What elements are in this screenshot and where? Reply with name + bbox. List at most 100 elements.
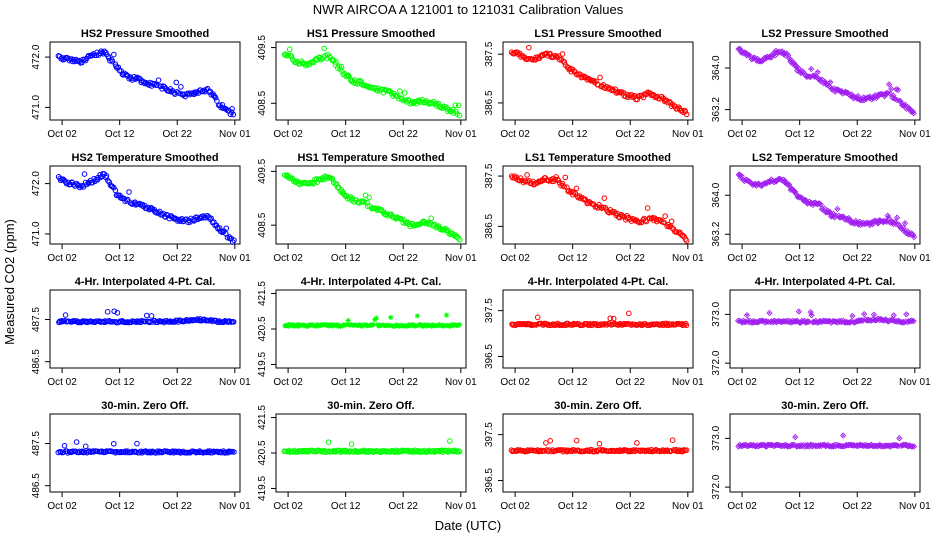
data-point xyxy=(364,203,371,209)
data-point xyxy=(565,188,571,195)
data-point xyxy=(231,449,237,455)
plot-frame xyxy=(729,41,921,121)
x-tick-label: Oct 12 xyxy=(558,377,588,388)
data-points xyxy=(508,44,690,118)
data-point xyxy=(333,59,339,65)
x-tick-label: Oct 02 xyxy=(273,501,303,512)
data-point xyxy=(416,322,422,328)
data-point xyxy=(893,214,901,221)
data-point xyxy=(109,318,116,325)
panel-r1c3: LS2 Temperature Smoothed Oct 02 Oct 12 Oct … xyxy=(711,152,931,264)
data-point xyxy=(309,179,315,186)
data-point xyxy=(178,84,184,90)
y-tick-label: 363.2 xyxy=(711,97,722,122)
y-tick-label: 486.5 xyxy=(31,349,42,374)
data-point xyxy=(361,198,367,205)
plot-frame xyxy=(49,413,241,493)
x-tick-label: Oct 12 xyxy=(785,129,815,140)
data-point xyxy=(795,64,802,72)
x-tick-label: Oct 22 xyxy=(843,129,873,140)
figure-title: NWR AIRCOA A 121001 to 121031 Calibratio… xyxy=(313,2,624,17)
x-tick-label: Oct 12 xyxy=(785,253,815,264)
y-tick-label: 419.5 xyxy=(257,352,268,377)
data-point xyxy=(559,51,566,57)
data-point xyxy=(808,312,815,319)
plot-frame xyxy=(49,289,241,369)
y-tick-label: 421.5 xyxy=(257,405,268,430)
data-point xyxy=(455,235,461,241)
data-point xyxy=(626,310,632,317)
data-point xyxy=(457,322,463,328)
data-point xyxy=(870,311,878,318)
data-point xyxy=(174,89,180,95)
x-tick-label: Oct 22 xyxy=(163,129,193,140)
data-point xyxy=(421,219,428,225)
data-point xyxy=(146,319,153,326)
y-tick-label: 409.5 xyxy=(257,35,268,60)
x-tick-label: Oct 12 xyxy=(785,501,815,512)
data-point xyxy=(348,441,355,447)
x-tick-label: Oct 02 xyxy=(47,501,77,512)
x-tick-label: Oct 02 xyxy=(727,377,757,388)
data-point xyxy=(105,177,111,184)
data-point xyxy=(348,322,354,328)
x-tick-label: Oct 22 xyxy=(389,377,419,388)
y-tick-label: 486.5 xyxy=(31,473,42,498)
data-point xyxy=(366,194,372,201)
x-tick-label: Nov 01 xyxy=(672,253,704,264)
panel-grid: HS2 Pressure Smoothed Oct 02 Oct 12 Oct 22 N… xyxy=(31,28,931,512)
data-point xyxy=(600,204,607,211)
panel-r3c0: 30-min. Zero Off. Oct 02 Oct 12 Oct 22 Nov 0… xyxy=(31,400,251,512)
data-point xyxy=(664,322,671,329)
x-tick-label: Oct 22 xyxy=(843,253,873,264)
y-tick-label: 386.5 xyxy=(484,90,495,115)
x-tick-label: Oct 22 xyxy=(389,253,419,264)
data-point xyxy=(126,189,132,195)
data-points xyxy=(735,308,917,326)
data-point xyxy=(231,237,237,243)
x-tick-label: Oct 02 xyxy=(47,129,77,140)
data-point xyxy=(173,79,180,86)
data-point xyxy=(786,181,793,188)
data-point xyxy=(534,314,541,321)
data-point xyxy=(443,323,449,329)
y-tick-label: 409.5 xyxy=(257,158,268,183)
y-axis-label: Measured CO2 (ppm) xyxy=(2,219,17,345)
data-point xyxy=(121,449,127,456)
panel-r2c2: 4-Hr. Interpolated 4-Pt. Cal. Oct 02 Oct 1… xyxy=(484,276,704,388)
data-point xyxy=(561,183,568,190)
data-point xyxy=(81,171,88,177)
data-point xyxy=(860,310,868,318)
data-point xyxy=(814,69,821,76)
x-tick-label: Oct 22 xyxy=(163,377,193,388)
panel-title: 30-min. Zero Off. xyxy=(781,400,868,412)
data-point xyxy=(212,94,219,101)
data-point xyxy=(134,440,140,447)
data-point xyxy=(885,81,893,88)
data-point xyxy=(423,323,429,329)
x-tick-label: Oct 12 xyxy=(105,129,135,140)
panel-title: LS1 Pressure Smoothed xyxy=(534,28,661,40)
data-points xyxy=(56,308,237,326)
panel-title: 30-min. Zero Off. xyxy=(327,400,414,412)
data-point xyxy=(597,74,603,81)
data-point xyxy=(165,212,171,219)
x-tick-label: Oct 02 xyxy=(500,253,530,264)
panel-r0c2: LS1 Pressure Smoothed Oct 02 Oct 12 Oct 22 N… xyxy=(484,28,704,140)
data-point xyxy=(670,321,676,327)
x-tick-label: Oct 02 xyxy=(273,377,303,388)
data-point xyxy=(575,194,582,201)
data-point xyxy=(644,322,651,328)
panel-title: 4-Hr. Interpolated 4-Pt. Cal. xyxy=(528,276,669,288)
data-point xyxy=(192,89,198,96)
data-point xyxy=(82,443,89,450)
panel-title: LS2 Pressure Smoothed xyxy=(761,28,888,40)
data-point xyxy=(427,323,433,329)
data-point xyxy=(901,220,909,227)
panel-title: LS2 Temperature Smoothed xyxy=(752,152,898,164)
data-points xyxy=(281,45,463,119)
panel-r0c0: HS2 Pressure Smoothed Oct 02 Oct 12 Oct 22 N… xyxy=(31,28,251,140)
x-tick-label: Nov 01 xyxy=(219,501,251,512)
data-point xyxy=(526,44,532,51)
